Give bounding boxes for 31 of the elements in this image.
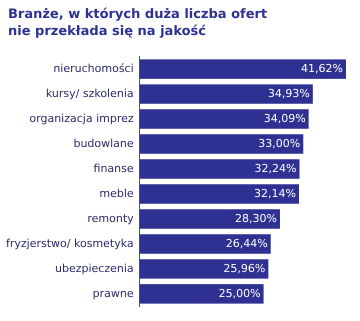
y-tick-label: organizacja imprez <box>29 112 134 125</box>
y-tick-label: ubezpieczenia <box>54 262 134 275</box>
data-label: 28,30% <box>235 212 277 225</box>
data-label: 33,00% <box>258 136 300 150</box>
bar <box>140 59 346 79</box>
y-tick-label: prawne <box>92 286 134 300</box>
bar <box>140 234 271 254</box>
data-label: 34,09% <box>264 112 306 125</box>
y-tick-label: meble <box>99 186 134 200</box>
y-tick-label: kursy/ szkolenia <box>46 86 134 100</box>
bar <box>140 134 304 154</box>
bar <box>140 109 309 129</box>
bar <box>140 159 300 179</box>
y-tick-label: remonty <box>87 212 134 225</box>
bar <box>140 84 313 104</box>
data-label: 26,44% <box>226 236 268 250</box>
data-label: 34,93% <box>268 86 310 100</box>
data-label: 41,62% <box>301 62 343 75</box>
data-label: 25,96% <box>223 262 266 275</box>
y-tick-label: nieruchomości <box>53 62 134 75</box>
y-tick-label: budowlane <box>73 136 134 150</box>
chart-title: Branże, w których duża liczba ofert nie przekłada się na jakość <box>7 6 268 41</box>
data-label: 25,00% <box>218 286 261 300</box>
data-label: 32,24% <box>254 162 296 175</box>
bar <box>140 184 299 204</box>
y-tick-label: fryzjerstwo/ kosmetyka <box>6 236 134 250</box>
data-label: 32,14% <box>254 186 296 200</box>
y-tick-label: finanse <box>94 162 134 175</box>
bar <box>140 259 268 279</box>
bar <box>140 284 264 304</box>
bar <box>140 209 280 229</box>
